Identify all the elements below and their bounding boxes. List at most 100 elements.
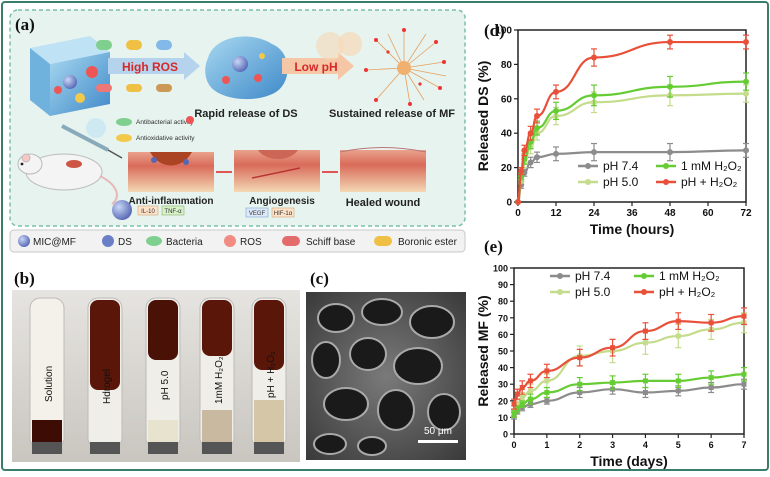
data-point [553,107,559,114]
panel-b: (b) Solu [12,269,300,462]
data-point [591,92,597,99]
data-point [642,378,648,384]
x-tick-label: 48 [664,208,676,219]
angiogenesis-label: Angiogenesis [249,196,315,207]
legend-marker [641,289,647,295]
legend: pH 7.4 1 mM H₂O₂ pH 5.0 pH + H₂O₂ [578,159,742,189]
sustained-release-label: Sustained release of MF [329,108,455,120]
vial-1mm-h2o2 [199,297,235,454]
data-point [553,88,559,95]
x-tick-label: 1 [544,440,549,450]
vial-label-ph-h2o2: pH + H₂O₂ [266,351,277,398]
legend-schiff-icon [282,236,300,246]
low-ph-label: Low pH [294,60,337,74]
x-tick-label: 4 [643,440,648,450]
data-point [642,340,648,346]
x-tick-label: 5 [676,440,681,450]
data-point [610,345,616,351]
rapid-release-label: Rapid release of DS [194,108,297,120]
activity-icons: Antibacterial activity Antioxidative act… [116,116,195,142]
panel-a-legend: MIC@MF DS Bacteria ROS Schiff base Boron… [9,229,466,253]
data-point [577,355,583,361]
panel-e-label: (e) [484,237,503,256]
panel-a-label: (a) [15,15,35,34]
y-axis-label: Released DS (%) [475,61,491,171]
data-point [544,368,550,374]
data-point [743,78,749,85]
data-point [591,149,597,156]
y-tick-label: 80 [498,297,508,307]
data-point [515,199,521,205]
data-point [511,411,517,417]
antioxidative-label: Antioxidative activity [136,135,195,142]
data-point [527,130,534,137]
vial-label-ph50: pH 5.0 [160,370,171,400]
cytokine-tags-2: VEGF HIF-1α [245,207,295,218]
legend-label: pH + H₂O₂ [681,175,738,189]
series [511,367,747,418]
sustained-release-burst [316,28,447,106]
data-point [675,378,681,384]
data-point [519,385,525,391]
y-tick-label: 40 [498,363,508,373]
anti-inflammation-label: Anti-inflammation [129,196,214,207]
legend: pH 7.4 1 mM H₂O₂ pH 5.0 pH + H₂O₂ [550,269,720,299]
y-tick-label: 20 [498,396,508,406]
legend-bacteria-icon [146,236,162,246]
legend-marker [557,273,563,279]
legend-ds-icon [102,235,114,247]
series [515,34,749,205]
panel-d-chart: (d) 0 12 24 36 48 60 72 0 20 40 60 80 100 Time (hours… [475,21,752,237]
legend-marker [585,179,591,185]
data-point [667,83,673,90]
y-tick-label: 10 [498,413,508,423]
data-point [544,398,550,404]
sem-pores [311,298,461,456]
data-point [519,401,525,407]
legend-marker [641,273,647,279]
scale-bar [418,440,458,443]
data-point [527,159,534,166]
data-point [534,154,540,161]
data-point [708,320,714,326]
data-point [577,390,583,395]
data-point [518,168,525,175]
healed-wound-label: Healed wound [346,197,421,209]
data-point [514,391,520,397]
data-point [527,396,533,402]
y-axis-label: Released MF (%) [475,295,491,406]
x-tick-label: 0 [511,440,516,450]
y-tick-label: 50 [498,347,508,357]
x-tick-label: 12 [550,208,562,219]
data-point [675,333,681,339]
data-point [527,378,533,384]
y-tick-label: 100 [493,264,508,274]
legend-label: pH 7.4 [603,159,639,173]
legend-label: 1 mM H₂O₂ [659,269,720,283]
legend-bacteria: Bacteria [166,237,203,248]
high-ros-arrow: High ROS [108,52,200,80]
panel-a: (a) High ROS [9,9,466,253]
data-point [708,375,714,381]
series-line [516,40,746,204]
legend-ds: DS [118,237,132,248]
data-point [527,388,533,394]
data-point [667,39,673,46]
legend-ros-icon [224,235,236,247]
y-tick-label: 60 [501,94,513,105]
data-point [534,113,540,119]
x-axis-label: Time (days) [590,453,668,469]
x-tick-label: 36 [626,208,638,219]
y-tick-label: 70 [498,313,508,323]
tnfa-tag: TNF-α [164,209,182,215]
legend-marker [557,289,563,295]
vial-solution [29,297,65,454]
data-point [553,150,559,157]
legend-label: pH 5.0 [575,285,611,299]
data-point [741,371,747,377]
legend-label: 1 mM H₂O₂ [681,159,742,173]
panel-c-label: (c) [310,269,329,288]
vial-label-1mm-h2o2: 1mM H₂O₂ [214,356,225,404]
